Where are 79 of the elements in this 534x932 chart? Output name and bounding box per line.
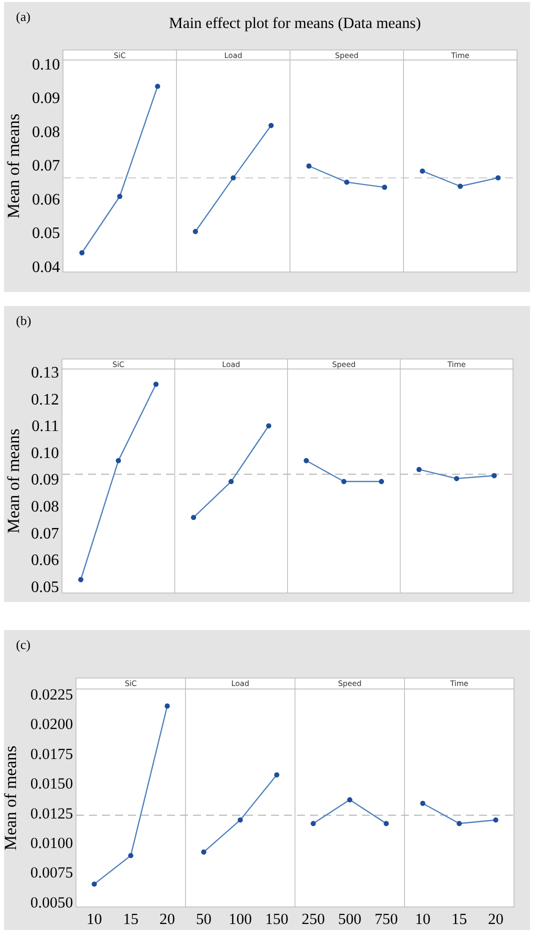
point [495, 175, 501, 180]
point [458, 184, 463, 189]
point [201, 849, 206, 855]
point [154, 84, 160, 89]
y-tick-label: 0.11 [32, 418, 59, 436]
point [344, 180, 350, 185]
point [493, 817, 498, 823]
y-tick-label: 0.0200 [30, 716, 74, 734]
point [384, 820, 389, 826]
point [190, 514, 196, 520]
point [238, 817, 243, 823]
point [192, 228, 198, 234]
y-tick-label: 0.0050 [30, 894, 74, 912]
point [128, 852, 134, 858]
x-tick-label: 10 [415, 911, 431, 928]
y-tick-label: 0.06 [31, 552, 59, 570]
point [153, 382, 159, 387]
point [310, 820, 316, 826]
point [274, 772, 280, 778]
y-tick-label: 0.08 [31, 498, 59, 516]
text: (a) [16, 9, 30, 24]
point [382, 184, 388, 190]
point [116, 458, 121, 464]
point [378, 478, 384, 484]
point [416, 466, 422, 472]
x-tick-label: 250 [302, 911, 326, 928]
point [230, 175, 236, 180]
y-tick-label: 0.05 [32, 225, 60, 242]
y-tick-label: 0.04 [32, 258, 60, 276]
point [306, 163, 312, 169]
point [347, 797, 352, 802]
y-tick-label: 0.09 [32, 90, 60, 108]
point [341, 478, 346, 484]
y-axis-title: Mean of means [1, 746, 20, 850]
x-tick-label: 10 [86, 911, 102, 928]
text: (c) [16, 637, 30, 652]
y-tick-label: 0.06 [32, 191, 60, 208]
y-tick-label: 0.0225 [30, 686, 74, 704]
y-axis-title: Mean of means [4, 428, 23, 534]
point [117, 194, 122, 199]
chart-title: Main effect plot for means (Data means) [169, 15, 421, 32]
y-tick-label: 0.10 [32, 56, 60, 74]
y-tick-label: 0.10 [31, 444, 59, 462]
x-tick-label: 50 [196, 911, 212, 928]
y-tick-label: 0.0075 [30, 864, 74, 882]
y-tick-label: 0.07 [32, 158, 60, 175]
point [228, 478, 234, 484]
x-tick-label: 100 [228, 911, 252, 928]
text: (b) [16, 313, 32, 328]
point [268, 122, 274, 128]
x-tick-label: 150 [265, 911, 289, 928]
x-tick-label: 15 [123, 911, 139, 928]
x-tick-label: 15 [452, 911, 468, 928]
x-tick-label: 500 [338, 911, 362, 928]
y-tick-label: 0.0125 [30, 805, 74, 822]
x-tick-label: 20 [488, 911, 504, 928]
point [304, 458, 309, 464]
point [266, 423, 272, 428]
y-tick-label: 0.0175 [30, 746, 74, 763]
point [164, 703, 170, 709]
y-tick-label: 0.09 [31, 472, 59, 489]
point [456, 820, 462, 826]
point [420, 168, 426, 174]
y-tick-label: 0.12 [31, 391, 59, 408]
y-tick-label: 0.0150 [30, 776, 74, 793]
point [92, 881, 97, 887]
y-tick-label: 0.08 [32, 124, 60, 141]
point [454, 476, 460, 482]
y-axis-title: Mean of means [4, 114, 23, 218]
point [79, 250, 85, 256]
point [492, 473, 497, 478]
x-tick-label: 750 [374, 911, 398, 928]
y-tick-label: 0.07 [31, 525, 59, 542]
y-tick-label: 0.0100 [30, 834, 74, 852]
y-tick-label: 0.13 [31, 364, 59, 382]
x-tick-label: 20 [160, 911, 176, 928]
point [78, 577, 84, 582]
point [420, 800, 426, 806]
y-tick-label: 0.05 [31, 578, 59, 596]
